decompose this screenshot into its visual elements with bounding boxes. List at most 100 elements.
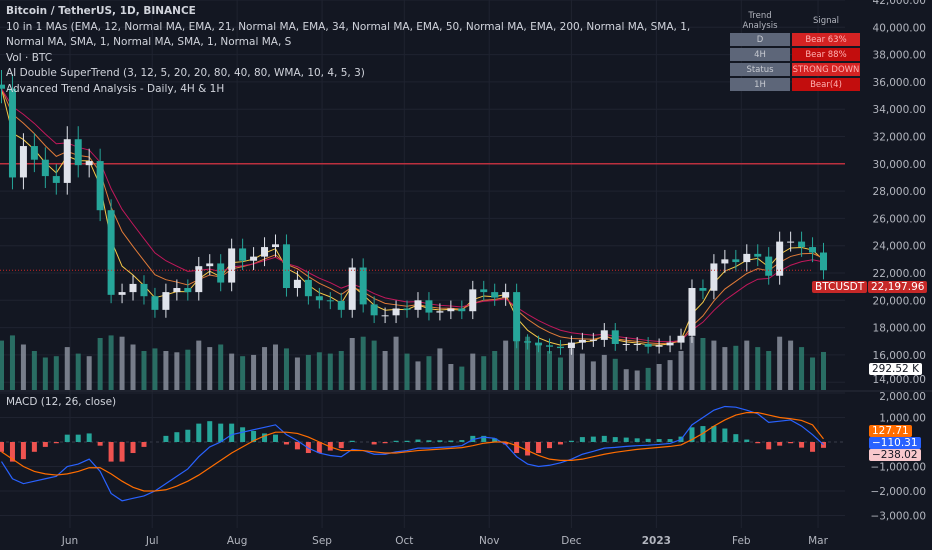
volume-bar <box>283 348 289 390</box>
date-tick-label: Mar <box>808 535 828 547</box>
volume-bar <box>426 356 432 390</box>
candle <box>403 308 411 310</box>
macd-histogram-bar <box>349 440 355 442</box>
macd-histogram-bar <box>744 439 750 442</box>
volume-bar <box>415 361 421 390</box>
macd-histogram-bar <box>393 440 399 442</box>
macd-histogram-bar <box>141 442 147 447</box>
trend-row: 1H Bear(4) <box>730 78 860 91</box>
volume-bar <box>305 354 311 390</box>
macd-histogram-bar <box>97 442 103 446</box>
macd-histogram-bar <box>667 439 673 442</box>
volume-bar <box>689 336 695 390</box>
candle <box>85 161 93 166</box>
date-tick-label: Feb <box>732 535 751 547</box>
volume-bar <box>722 347 728 390</box>
price-tick-label: 14,000.00 <box>873 374 926 386</box>
candle <box>436 311 444 313</box>
price-tick-label: 30,000.00 <box>873 159 926 171</box>
candle <box>282 244 290 289</box>
date-tick-label: Dec <box>561 535 582 547</box>
candle <box>52 176 60 183</box>
macd-histogram-bar <box>119 442 125 462</box>
volume-bar <box>75 353 81 390</box>
macd-histogram-bar <box>86 433 92 442</box>
last-price-tag: 22,197.96 <box>868 281 928 293</box>
histogram-tag: −238.02 <box>869 449 921 461</box>
macd-histogram-bar <box>689 427 695 442</box>
candle <box>381 315 389 317</box>
volume-bar <box>788 340 794 390</box>
trend-table-header: Trend Analysis <box>742 11 778 31</box>
macd-indicator-label[interactable]: MACD (12, 26, close) <box>6 396 117 408</box>
macd-tick-label: −3,000.00 <box>870 511 926 523</box>
ma-indicator-label[interactable]: 10 in 1 MAs (EMA, 12, Normal MA, EMA, 21… <box>6 20 691 49</box>
volume-bar <box>536 344 542 390</box>
macd-histogram-bar <box>777 442 783 446</box>
macd-histogram-bar <box>108 442 114 462</box>
volume-bar <box>470 353 476 390</box>
volume-bar <box>20 344 26 390</box>
trend-key: Status <box>730 63 790 76</box>
volume-bar <box>152 348 158 390</box>
macd-histogram-bar <box>579 437 585 442</box>
volume-bar <box>733 345 739 390</box>
symbol-title[interactable]: Bitcoin / TetherUS, 1D, BINANCE <box>6 5 196 17</box>
volume-bar <box>810 357 816 390</box>
macd-histogram-bar <box>788 442 794 444</box>
volume-bar <box>503 340 509 390</box>
trend-value: Bear(4) <box>792 78 860 91</box>
candle <box>118 292 126 295</box>
volume-bar <box>711 340 717 390</box>
trend-analysis-indicator-label[interactable]: Advanced Trend Analysis - Daily, 4H & 1H <box>6 82 225 95</box>
macd-line <box>0 405 824 502</box>
macd-histogram-bar <box>799 442 805 448</box>
volume-bar <box>338 351 344 390</box>
macd-histogram-bar <box>251 430 257 442</box>
volume-bar <box>678 351 684 390</box>
candle <box>217 263 225 283</box>
candle <box>151 296 159 310</box>
macd-tick-label: 1,000.00 <box>879 413 926 425</box>
candle <box>184 288 192 293</box>
candle <box>326 300 334 302</box>
candle <box>315 296 323 301</box>
volume-bar <box>777 336 783 390</box>
price-tick-label: 38,000.00 <box>873 50 926 62</box>
macd-histogram-bar <box>514 442 520 454</box>
price-tick-label: 28,000.00 <box>873 186 926 198</box>
trend-analysis-table: Trend Analysis Signal D Bear 63% 4H Bear 8… <box>728 9 862 93</box>
candle <box>173 288 181 293</box>
date-tick-label: Oct <box>395 535 413 547</box>
volume-bar <box>579 353 585 390</box>
chart-legend: Bitcoin / TetherUS, 1D, BINANCE 10 in 1 … <box>6 4 718 97</box>
supertrend-indicator-label[interactable]: AI Double SuperTrend (3, 12, 5, 20, 20, … <box>6 67 365 79</box>
macd-histogram-bar <box>426 440 432 442</box>
candle <box>348 267 356 310</box>
macd-histogram-bar <box>283 442 289 445</box>
candle <box>8 88 16 178</box>
macd-histogram-bar <box>503 442 509 445</box>
date-tick-label: Sep <box>312 535 332 547</box>
macd-histogram-bar <box>448 440 454 442</box>
candle <box>820 252 827 271</box>
candle <box>567 342 575 349</box>
candle <box>414 300 422 310</box>
macd-tick-label: −1,000.00 <box>870 462 926 474</box>
macd-tick-label: 2,000.00 <box>879 391 926 403</box>
volume-bar <box>294 357 300 390</box>
macd-histogram-bar <box>656 439 662 442</box>
macd-histogram-bar <box>294 442 300 450</box>
volume-bar <box>163 351 169 390</box>
candle <box>644 343 652 347</box>
candle <box>337 300 345 310</box>
volume-bar <box>634 370 640 390</box>
macd-tick-label: −2,000.00 <box>870 486 926 498</box>
candle <box>688 288 696 336</box>
volume-indicator-label[interactable]: Vol · BTC <box>6 51 53 64</box>
price-tick-label: 16,000.00 <box>873 350 926 362</box>
macd-histogram-bar <box>722 428 728 442</box>
volume-bar <box>229 353 235 390</box>
trend-key: 4H <box>730 48 790 61</box>
